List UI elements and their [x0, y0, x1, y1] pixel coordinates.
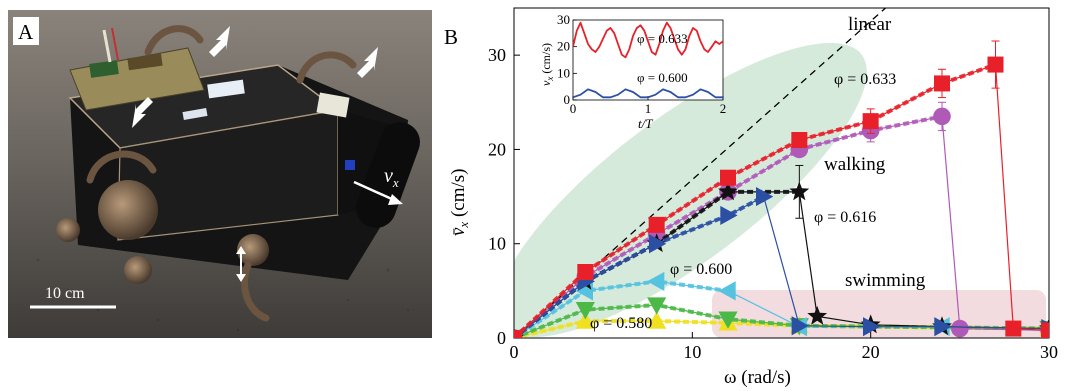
data-point	[1005, 320, 1022, 337]
walking-label: walking	[824, 154, 886, 175]
data-point	[807, 305, 828, 325]
inset-y-label: vx (cm/s)	[539, 43, 555, 86]
data-point	[862, 113, 879, 130]
x-tick-label: 10	[683, 342, 701, 362]
inset-series-line	[573, 21, 723, 59]
data-point	[951, 319, 969, 338]
velocity-subscript: x	[392, 175, 399, 190]
data-point	[648, 216, 665, 233]
series-group	[514, 40, 1049, 338]
data-point	[933, 107, 951, 126]
robot-photo: vx 10 cm A	[8, 10, 432, 338]
wheel	[56, 218, 80, 242]
data-point	[647, 271, 665, 292]
x-tick-label: 0	[510, 342, 519, 362]
inset-label-0633: φ = 0.633	[637, 31, 688, 46]
inset-y-tick-label: 20	[557, 39, 570, 54]
x-axis-label: ω (rad/s)	[724, 367, 791, 388]
y-axis-label-unit: (cm/s)	[448, 168, 469, 221]
robot-body	[56, 27, 420, 284]
y-axis-label: v̄x (cm/s)	[448, 168, 471, 236]
data-point	[791, 316, 809, 336]
wheel	[98, 180, 158, 240]
inset-y-label-v: v	[539, 80, 553, 86]
panel-a-label-box	[13, 17, 39, 45]
series-label-0580: φ = 0.580	[590, 315, 652, 332]
y-tick-label: 20	[488, 139, 506, 159]
walking-region	[514, 42, 867, 338]
panel-a-label: A	[18, 20, 34, 44]
wheel	[124, 256, 152, 284]
data-point	[720, 205, 738, 226]
scale-bar: 10 cm	[30, 285, 116, 309]
x-tick-label: 30	[1040, 342, 1058, 362]
data-point	[718, 311, 738, 329]
data-point	[648, 234, 667, 254]
robot-legs	[86, 25, 357, 322]
data-point	[755, 186, 774, 207]
pointer-arrows	[132, 26, 378, 128]
inset-label-0600: φ = 0.600	[637, 70, 688, 85]
series-line	[514, 63, 1049, 338]
data-point	[718, 181, 738, 201]
wheel	[237, 234, 269, 266]
y-tick-label: 30	[488, 45, 506, 65]
data-point	[575, 302, 595, 320]
svg-text:vx: vx	[384, 165, 399, 190]
plot-frame	[513, 7, 1050, 339]
data-point	[1041, 322, 1049, 338]
y-tick-label: 10	[488, 234, 506, 254]
velocity-label: v	[384, 165, 393, 187]
scale-bar-label: 10 cm	[45, 285, 85, 302]
series-group	[514, 186, 1049, 338]
y-axis-label-sub: x	[456, 222, 471, 229]
inset-y-tick-label: 30	[557, 12, 570, 27]
inset-series-line	[573, 88, 723, 99]
data-point	[647, 311, 667, 329]
data-point	[791, 132, 808, 148]
data-point	[789, 181, 810, 201]
data-point	[934, 317, 952, 337]
data-point	[720, 169, 736, 186]
swimming-label: swimming	[845, 270, 926, 291]
x-tick-label: 20	[862, 342, 880, 362]
inset-x-label: t/T	[638, 116, 653, 131]
data-point	[987, 56, 1004, 73]
y-tick-label: 0	[497, 328, 506, 348]
swimming-region	[712, 290, 1046, 338]
inset-x-tick-label: 2	[720, 101, 727, 116]
data-point	[647, 297, 667, 315]
linear-label: linear	[848, 14, 892, 35]
vertical-motion-arrow	[236, 246, 246, 282]
velocity-arrow: vx	[353, 165, 403, 205]
inset-x-tick-label: 1	[645, 101, 652, 116]
panel-b-label: B	[444, 25, 458, 49]
inset-y-tick-label: 0	[564, 92, 571, 107]
inset-y-label-sub: x	[545, 77, 555, 82]
y-axis-label-v: v̄	[448, 227, 469, 236]
data-point	[577, 264, 594, 280]
data-point	[514, 330, 522, 338]
inset-y-label-unit: (cm/s)	[539, 43, 553, 77]
series-label-0633: φ = 0.633	[834, 71, 896, 88]
series-label-0616: φ = 0.616	[814, 209, 876, 226]
data-point	[862, 317, 881, 337]
data-point	[718, 281, 736, 301]
inset-x-tick-label: 0	[570, 101, 577, 116]
data-point	[934, 75, 950, 92]
linear-reference-line	[514, 8, 886, 338]
inset-y-tick-label: 10	[557, 65, 570, 80]
data-point	[575, 311, 595, 329]
series-label-0600: φ = 0.600	[670, 261, 732, 278]
